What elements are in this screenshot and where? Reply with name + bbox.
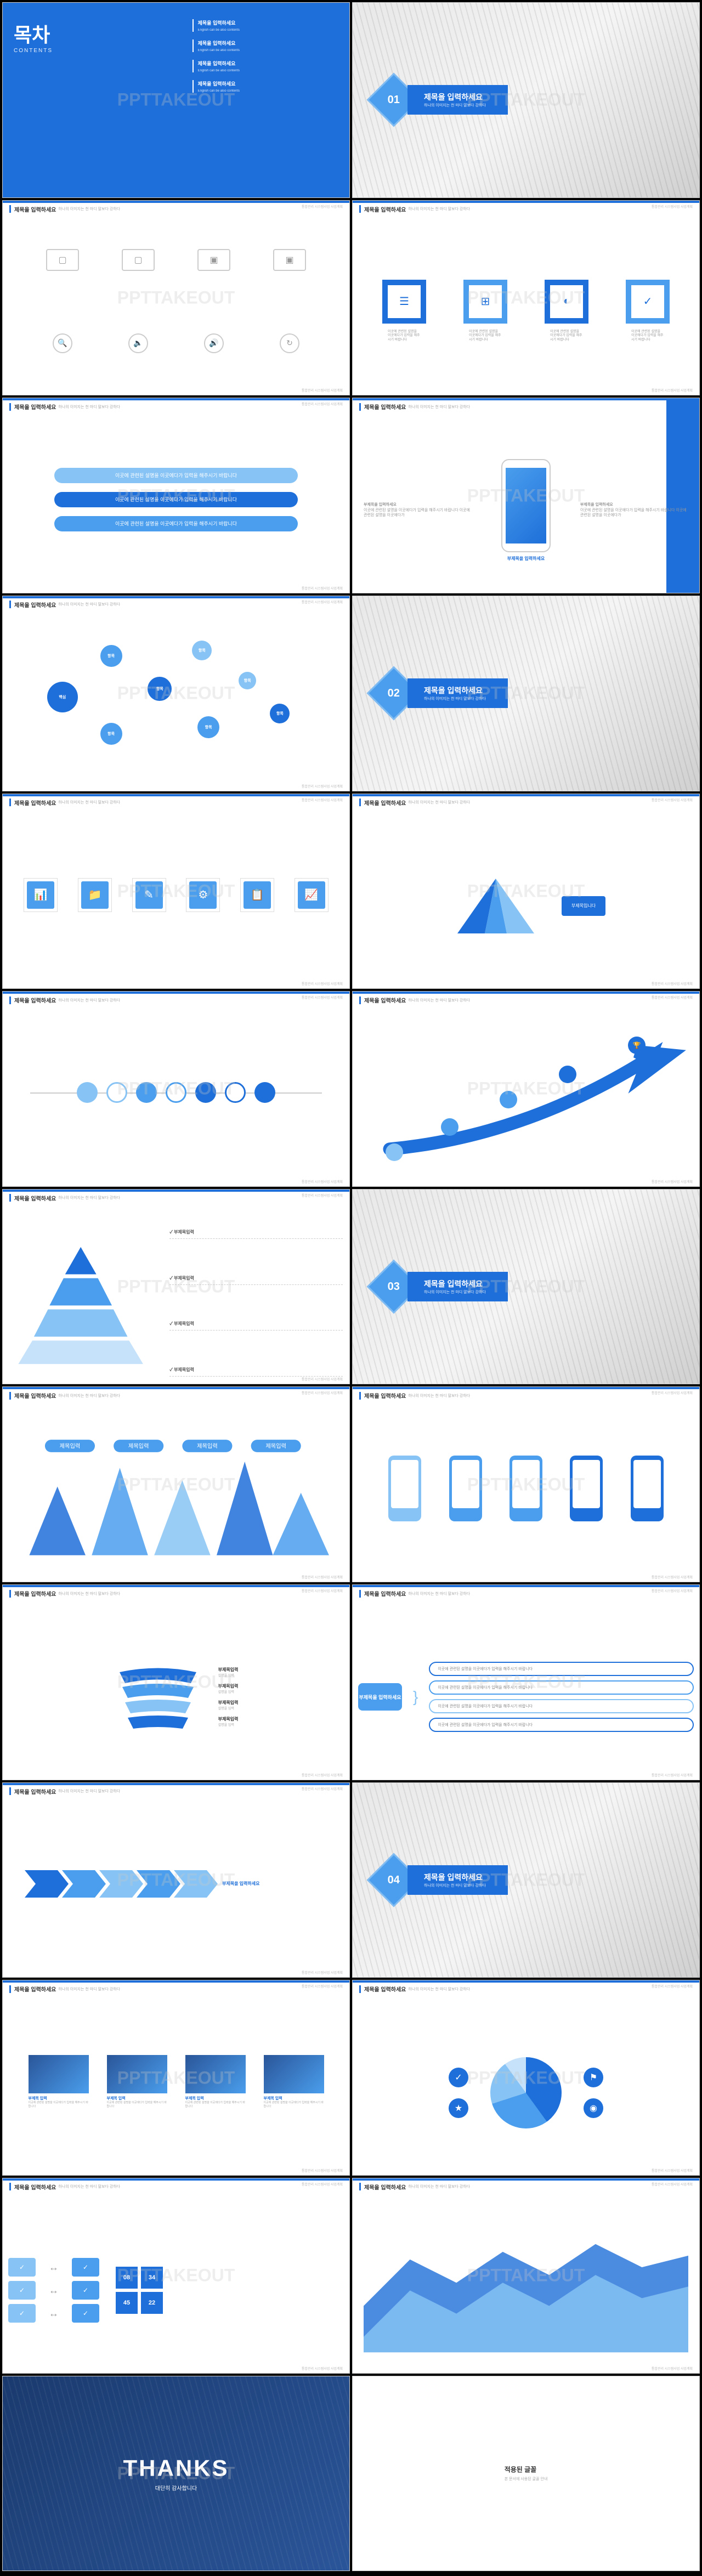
svg-text:제목입력: 제목입력 <box>265 1442 286 1450</box>
pills-col: 이곳에 관련된 설명을 이곳에다가 입력을 해주시기 바랍니다이곳에 관련된 설… <box>14 416 338 582</box>
frames-row: ☰이곳에 관련된 설명을 이곳에다가 입력을 해주시기 바랍니다⊞이곳에 관련된… <box>364 219 688 385</box>
matrix-grid: ✓↔✓✓↔✓✓↔✓ <box>8 2258 99 2323</box>
matrix-nums: 08344522 <box>116 2267 163 2314</box>
icon-row-1: ▢▢▣▣ <box>14 219 338 302</box>
slide-bubbles: 제목을 입력하세요하나의 이미지는 천 마디 말보다 강하다 통합관리 시스템사… <box>2 596 350 791</box>
slide-devices: 제목을 입력하세요하나의 이미지는 천 마디 말보다 강하다 통합관리 시스템사… <box>352 1386 700 1582</box>
area-chart <box>353 2193 699 2374</box>
slide-section-03: 03 제목을 입력하세요하나의 이미지는 천 마디 말보다 강하다 PPTTAK… <box>352 1189 700 1385</box>
phone-text-left: 부제목을 입력하세요이곳에 관련된 설명을 이곳에다가 입력을 해주시기 바랍니… <box>364 502 477 518</box>
slide-squares: 제목을 입력하세요하나의 이미지는 천 마디 말보다 강하다 통합관리 시스템사… <box>2 794 350 989</box>
bracket-items: 이곳에 관련된 설명을 이곳에다가 입력을 해주시기 바랍니다이곳에 관련된 설… <box>429 1662 694 1732</box>
icon-row-2: 🔍🔈🔊↻ <box>14 302 338 384</box>
slide-frames: 제목을 입력하세요하나의 이미지는 천 마디 말보다 강하다 통합관리 시스템사… <box>352 200 700 396</box>
slide-mountains: 제목을 입력하세요하나의 이미지는 천 마디 말보다 강하다 통합관리 시스템사… <box>2 1386 350 1582</box>
pyramid-shape <box>3 1210 158 1385</box>
chevron-row: 부제목을 입력하세요 <box>14 1801 338 1967</box>
devices-row <box>364 1405 688 1571</box>
slide-icons: 제목을 입력하세요하나의 이미지는 천 마디 말보다 강하다 통합관리 시스템사… <box>2 200 350 396</box>
slide-matrix: 제목을 입력하세요하나의 이미지는 천 마디 말보다 강하다 통합관리 시스템사… <box>2 2178 350 2374</box>
mountains-chart: 제목입력 제목입력 제목입력 제목입력 <box>3 1402 349 1582</box>
slide-grid: 목차 CONTENTS 제목을 입력하세요English can be also… <box>0 0 702 2573</box>
slide-fan: 제목을 입력하세요하나의 이미지는 천 마디 말보다 강하다 통합관리 시스템사… <box>352 794 700 989</box>
slide-phone: 제목을 입력하세요하나의 이미지는 천 마디 말보다 강하다 부제목을 입력하세… <box>352 398 700 593</box>
slide-arrow: 제목을 입력하세요하나의 이미지는 천 마디 말보다 강하다 통합관리 시스템사… <box>352 991 700 1187</box>
contents-subtitle: CONTENTS <box>14 48 183 54</box>
phone-mockup <box>501 459 551 552</box>
svg-text:제목입력: 제목입력 <box>60 1442 81 1450</box>
slide-section-01: 01 제목을 입력하세요 하나의 이미지는 천 마디 말보다 강하다 PPTTA… <box>352 2 700 198</box>
fan-shape <box>446 873 545 939</box>
arrow-diagram: 🏆 <box>353 1006 699 1187</box>
slide-bracket: 제목을 입력하세요하나의 이미지는 천 마디 말보다 강하다 통합관리 시스템사… <box>352 1584 700 1780</box>
slide-pie: 제목을 입력하세요하나의 이미지는 천 마디 말보다 강하다 통합관리 시스템사… <box>352 1980 700 2176</box>
slide-chevrons: 제목을 입력하세요하나의 이미지는 천 마디 말보다 강하다 통합관리 시스템사… <box>2 1782 350 1978</box>
ribbon-shape <box>114 1664 202 1730</box>
slide-timeline: 제목을 입력하세요하나의 이미지는 천 마디 말보다 강하다 통합관리 시스템사… <box>2 991 350 1187</box>
pie-right: ⚑◉ <box>584 2068 603 2118</box>
slide-contents: 목차 CONTENTS 제목을 입력하세요English can be also… <box>2 2 350 198</box>
slide-ribbon: 제목을 입력하세요하나의 이미지는 천 마디 말보다 강하다 통합관리 시스템사… <box>2 1584 350 1780</box>
ribbon-list: 부제목입력설명을 입력부제목입력설명을 입력부제목입력설명을 입력부제목입력설명… <box>218 1667 239 1727</box>
squares-row: 📊📁✎⚙📋📈 <box>14 812 338 978</box>
slide-pyramid: 제목을 입력하세요하나의 이미지는 천 마디 말보다 강하다 통합관리 시스템사… <box>2 1189 350 1385</box>
bubble-diagram: 핵심항목항목항목항목항목항목항목 <box>14 614 338 780</box>
phone-text-right: 부제목을 입력하세요이곳에 관련된 설명을 이곳에다가 입력을 해주시기 바랍니… <box>575 502 688 518</box>
pie-chart <box>490 2057 562 2128</box>
slide-section-04: 04 제목을 입력하세요하나의 이미지는 천 마디 말보다 강하다 PPTTAK… <box>352 1782 700 1978</box>
slide-section-02: 02 제목을 입력하세요하나의 이미지는 천 마디 말보다 강하다 PPTTAK… <box>352 596 700 791</box>
pyramid-list: ✓ 부제목입력✓ 부제목입력✓ 부제목입력✓ 부제목입력 <box>169 1210 343 1385</box>
contents-list: 제목을 입력하세요English can be also contents제목을… <box>193 19 240 100</box>
image-row: 부제목 입력이곳에 관련된 설명을 이곳에다가 입력을 해주시기 바랍니다부제목… <box>14 1998 338 2165</box>
timeline-row <box>14 1010 338 1176</box>
slide-pills: 제목을 입력하세요하나의 이미지는 천 마디 말보다 강하다 통합관리 시스템사… <box>2 398 350 593</box>
pie-left: ✓★ <box>449 2068 468 2118</box>
slide-thanks: THANKS 대단히 감사합니다 PPTTAKEOUT <box>2 2376 350 2572</box>
slide-end: 적용된 글꼴 본 문서에 사용된 글꼴 안내 <box>352 2376 700 2572</box>
slide-area: 제목을 입력하세요하나의 이미지는 천 마디 말보다 강하다 통합관리 시스템사… <box>352 2178 700 2374</box>
svg-text:제목입력: 제목입력 <box>197 1442 218 1450</box>
contents-title: 목차 <box>14 19 183 48</box>
bracket-label: 부제목을 입력하세요 <box>358 1683 402 1711</box>
section-banner: 제목을 입력하세요 하나의 이미지는 천 마디 말보다 강하다 <box>407 85 508 115</box>
slide-images: 제목을 입력하세요하나의 이미지는 천 마디 말보다 강하다 통합관리 시스템사… <box>2 1980 350 2176</box>
svg-text:제목입력: 제목입력 <box>128 1442 149 1450</box>
